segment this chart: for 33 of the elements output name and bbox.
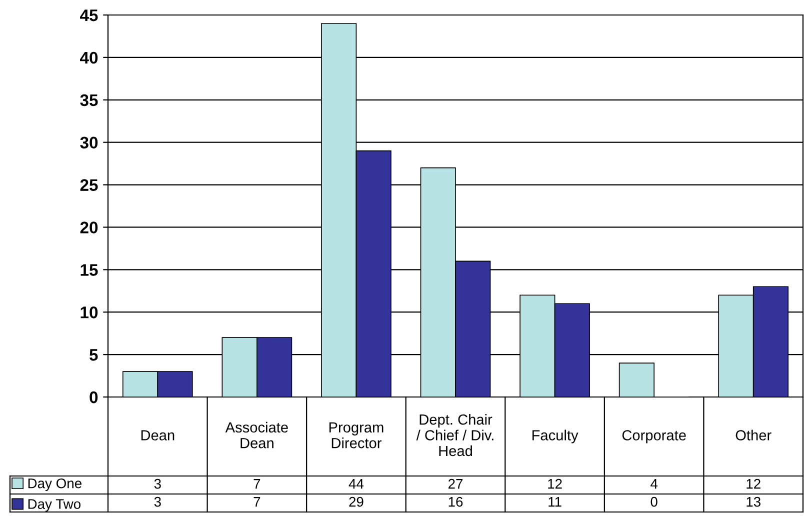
y-tick-label: 40 xyxy=(80,52,98,64)
data-label: 3 xyxy=(154,496,161,507)
data-label: 7 xyxy=(254,497,260,507)
data-label: 12 xyxy=(548,478,562,489)
y-tick-label: 0 xyxy=(90,391,98,404)
data-label: 0 xyxy=(650,496,658,507)
y-tick-label: 10 xyxy=(80,306,98,318)
x-tick-label: Corporate xyxy=(622,430,686,444)
x-tick-label: Associate Dean xyxy=(225,422,288,448)
y-tick-label: 25 xyxy=(80,179,98,191)
legend-label: Day One xyxy=(28,478,82,492)
data-label: 12 xyxy=(746,478,760,489)
y-tick-label: 45 xyxy=(80,10,98,22)
x-tick-label: Other xyxy=(736,430,772,440)
y-tick-label: 20 xyxy=(80,222,98,234)
data-label: 29 xyxy=(349,496,364,507)
y-tick-label: 15 xyxy=(80,264,98,276)
data-label: 13 xyxy=(746,496,760,507)
data-label: 4 xyxy=(650,479,658,489)
x-tick-label: Dept. Chair / Chief / Div. Head xyxy=(416,414,494,456)
y-tick-label: 5 xyxy=(90,349,98,361)
y-tick-label: 35 xyxy=(80,94,98,106)
legend-label: Day Two xyxy=(28,499,80,512)
data-label: 11 xyxy=(548,497,562,507)
data-label: 27 xyxy=(448,478,463,489)
x-tick-label: Program Director xyxy=(329,422,384,448)
data-label: 7 xyxy=(254,479,260,489)
data-label: 44 xyxy=(348,479,364,489)
data-label: 16 xyxy=(448,496,463,507)
x-tick-label: Dean xyxy=(141,430,174,440)
x-tick-label: Faculty xyxy=(532,430,578,444)
data-label: 3 xyxy=(154,478,161,489)
y-tick-label: 30 xyxy=(80,136,98,149)
